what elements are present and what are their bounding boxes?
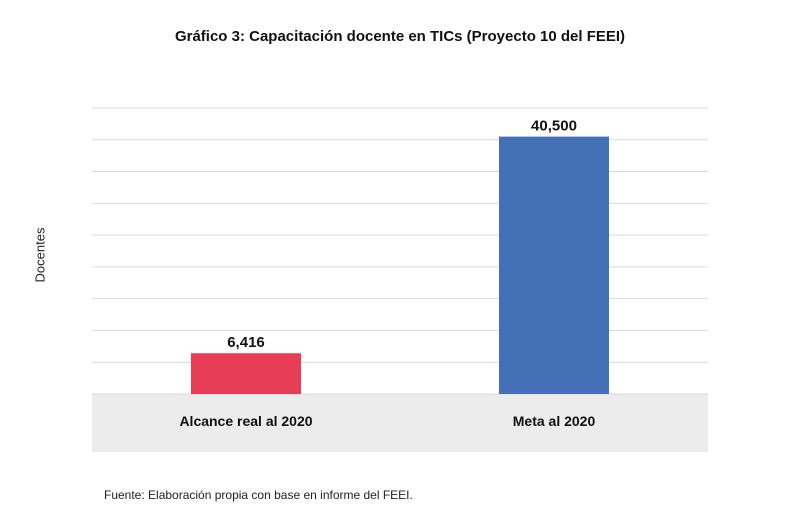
chart-title: Gráfico 3: Capacitación docente en TICs … [174, 28, 626, 45]
category-band [92, 394, 708, 452]
category-label-2: Meta al 2020 [513, 413, 596, 429]
data-label-1: 6,416 [227, 334, 265, 351]
source-footnote: Fuente: Elaboración propia con base en i… [104, 488, 413, 502]
data-label-2: 40,500 [531, 118, 577, 135]
bar-2 [499, 136, 609, 394]
bar-1 [191, 353, 301, 394]
category-label-1: Alcance real al 2020 [179, 413, 312, 429]
